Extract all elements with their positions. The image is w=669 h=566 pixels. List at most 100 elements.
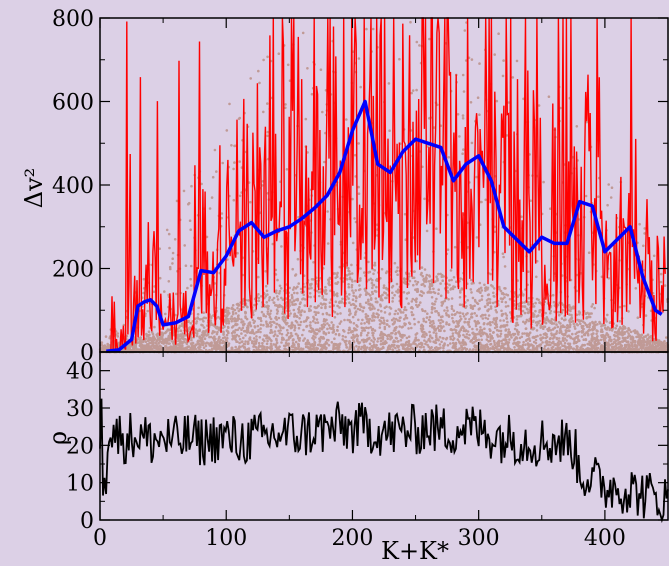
scatter-point [431,319,435,323]
scatter-point [348,293,351,296]
scatter-point [242,336,245,340]
scatter-point [441,300,445,304]
scatter-point [234,328,237,332]
scatter-point [244,348,248,352]
scatter-point [273,333,277,336]
scatter-point [468,333,471,337]
scatter-point [475,328,479,331]
scatter-point [327,324,331,327]
scatter-point [214,347,217,351]
scatter-point [411,347,415,351]
scatter-point [388,312,392,315]
scatter-point [481,317,485,320]
scatter-point [383,291,386,294]
scatter-point [269,309,273,313]
scatter-point [563,341,567,345]
scatter-point [587,347,590,351]
scatter-point [502,293,506,296]
scatter-point [243,342,246,346]
scatter-point [561,344,564,348]
scatter-point [657,341,661,345]
scatter-point [371,334,375,337]
scatter-point [542,325,545,329]
scatter-point [551,345,555,349]
scatter-point [340,300,343,303]
scatter-point [586,332,590,336]
scatter-point [321,326,324,329]
scatter-point [527,343,531,346]
scatter-point [321,312,325,316]
scatter-point [371,286,374,290]
scatter-point [489,342,493,346]
scatter-point [395,282,399,286]
scatter-point [628,334,632,338]
scatter-point [142,291,145,295]
scatter-point [248,323,252,327]
scatter-point [430,311,434,314]
scatter-point [460,287,464,290]
scatter-point [280,341,283,344]
scatter-point [334,332,338,336]
scatter-point [237,117,241,121]
scatter-point [313,341,317,345]
scatter-point [428,315,432,319]
scatter-point [570,313,573,317]
scatter-point [655,347,658,351]
scatter-point [388,129,391,132]
scatter-point [403,306,407,309]
scatter-point [587,251,591,254]
scatter-point [332,328,335,332]
scatter-point [265,346,269,349]
scatter-point [290,293,294,297]
scatter-point [357,57,361,60]
scatter-point [458,296,462,299]
scatter-point [287,338,290,341]
scatter-point [370,339,373,342]
scatter-point [408,322,412,326]
scatter-point [461,114,465,117]
scatter-point [264,295,268,298]
scatter-point [259,327,262,330]
scatter-point [360,331,363,335]
scatter-point [425,316,429,319]
scatter-point [139,338,142,341]
scatter-point [547,343,551,347]
scatter-point [321,110,324,114]
scatter-point [522,293,525,296]
scatter-point [358,284,361,287]
scatter-point [273,330,277,333]
scatter-point [596,341,600,344]
scatter-point [348,308,351,311]
scatter-point [431,302,434,305]
scatter-point [490,334,494,338]
scatter-point [310,286,313,290]
scatter-point [187,201,191,205]
scatter-point [358,308,362,312]
scatter-point [336,312,339,316]
scatter-point [423,335,426,339]
scatter-point [315,311,318,314]
scatter-point [299,320,303,324]
scatter-point [259,319,263,323]
scatter-point [274,345,278,349]
scatter-point [361,309,365,313]
scatter-point [623,304,626,308]
scatter-point [327,338,330,342]
scatter-point [324,289,328,292]
scatter-point [487,293,491,296]
scatter-point [515,59,519,63]
scatter-point [535,346,538,349]
scatter-point [357,288,361,292]
scatter-point [432,126,436,129]
scatter-point [230,346,234,350]
scatter-point [439,282,442,285]
scatter-point [354,313,357,316]
scatter-point [211,175,215,179]
scatter-point [459,328,463,331]
scatter-point [525,318,529,322]
scatter-point [582,333,586,337]
scatter-point [575,125,579,128]
scatter-point [610,186,614,189]
scatter-point [299,287,303,291]
scatter-point [232,198,236,202]
